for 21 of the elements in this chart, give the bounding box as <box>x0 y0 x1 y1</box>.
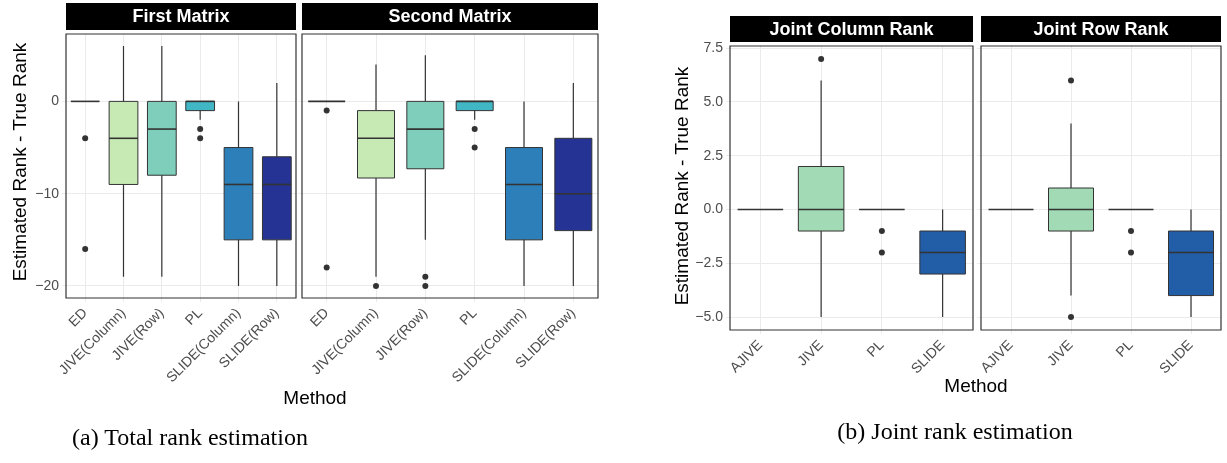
text: (b) Joint rank estimation <box>837 418 1073 445</box>
y-tick-label: 5.0 <box>703 92 724 109</box>
y-tick-label: −10 <box>35 184 60 201</box>
chart-title: Joint Column Rank <box>730 16 973 42</box>
chart-title: First Matrix <box>66 3 296 30</box>
y-tick-label: 0 <box>51 92 60 109</box>
x-axis-title: Method <box>944 375 1008 397</box>
y-axis-title: Estimated Rank - True Rank <box>671 66 693 306</box>
y-axis-title: Estimated Rank - True Rank <box>9 42 31 282</box>
y-tick-label: 7.5 <box>703 39 724 56</box>
y-tick-label: −20 <box>35 276 60 293</box>
x-axis-title: Method <box>283 387 347 409</box>
chart-title: Second Matrix <box>302 3 598 30</box>
x-tick-label: PL <box>1112 336 1136 360</box>
y-tick-label: −2.5 <box>695 254 724 271</box>
y-tick-label: −5.0 <box>695 307 724 324</box>
y-tick-label: 0.0 <box>703 200 724 217</box>
y-tick-label: 2.5 <box>703 146 724 163</box>
chart-title: Joint Row Rank <box>981 16 1221 42</box>
text: (a) Total rank estimation <box>72 424 308 451</box>
x-tick-label: PL <box>863 336 887 360</box>
